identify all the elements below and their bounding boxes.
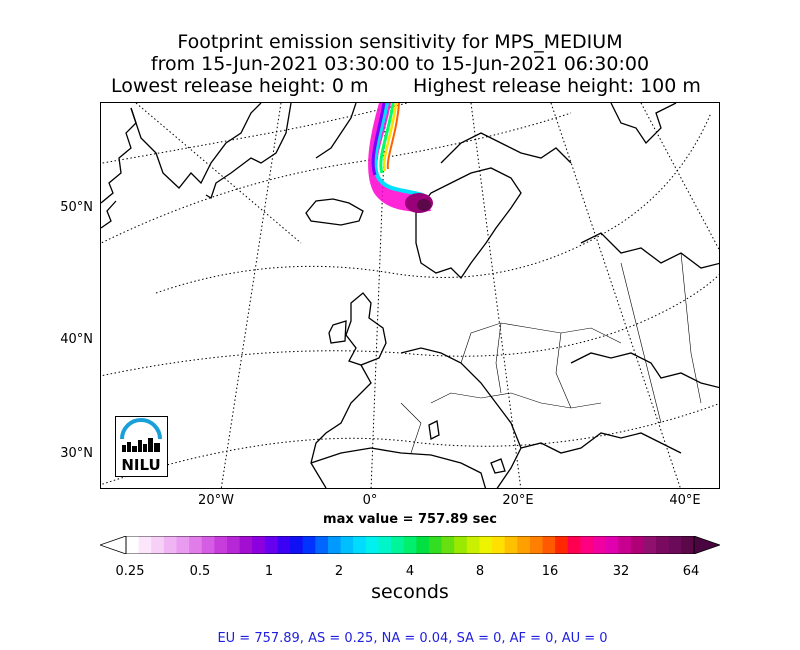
colorbar-min-arrow bbox=[100, 536, 127, 554]
colorbar-cell bbox=[226, 536, 241, 554]
nilu-logo: NILU bbox=[115, 416, 168, 477]
colorbar-tick-7: 32 bbox=[612, 564, 630, 579]
footprint-plume bbox=[368, 103, 433, 213]
colorbar-cell bbox=[618, 536, 632, 554]
lon-label-0: 0° bbox=[362, 493, 378, 508]
colorbar-cell bbox=[643, 536, 657, 554]
colorbar-cell bbox=[567, 536, 581, 554]
coastlines bbox=[101, 103, 719, 488]
footprint-map bbox=[100, 102, 720, 489]
colorbar-cell bbox=[353, 536, 367, 554]
colorbar-tick-1: 0.5 bbox=[189, 564, 211, 579]
lon-label-40e: 40°E bbox=[669, 493, 701, 508]
graticule bbox=[101, 103, 719, 488]
colorbar-cell bbox=[542, 536, 556, 554]
colorbar-cell bbox=[138, 536, 152, 554]
colorbar-cell bbox=[681, 536, 695, 554]
max-value-label: max value = 757.89 sec bbox=[323, 512, 497, 527]
colorbar-cell bbox=[454, 536, 468, 554]
logo-mark bbox=[120, 418, 162, 452]
colorbar-tick-4: 4 bbox=[405, 564, 415, 579]
colorbar-tick-0: 0.25 bbox=[115, 564, 145, 579]
title-line-1: Footprint emission sensitivity for MPS_M… bbox=[177, 31, 623, 53]
region-stats: EU = 757.89, AS = 0.25, NA = 0.04, SA = … bbox=[217, 631, 608, 646]
colorbar-cell bbox=[239, 536, 253, 554]
colorbar-cell bbox=[466, 536, 480, 554]
colorbar-cell bbox=[126, 536, 140, 554]
colorbar-cell bbox=[416, 536, 430, 554]
colorbar-cell bbox=[176, 536, 190, 554]
colorbar-cell bbox=[605, 536, 619, 554]
title-line-2: from 15-Jun-2021 03:30:00 to 15-Jun-2021… bbox=[150, 53, 650, 75]
lowest-release-height: Lowest release height: 0 m bbox=[111, 75, 369, 97]
colorbar-cell bbox=[580, 536, 594, 554]
colorbar-cell bbox=[656, 536, 670, 554]
colorbar-tick-8: 64 bbox=[682, 564, 700, 579]
colorbar-cell bbox=[378, 536, 392, 554]
colorbar-cell bbox=[504, 536, 518, 554]
colorbar-cell bbox=[201, 536, 215, 554]
colorbar-cell bbox=[163, 536, 177, 554]
colorbar-cell bbox=[214, 536, 228, 554]
logo-text: NILU bbox=[121, 456, 161, 474]
colorbar-cell bbox=[668, 536, 682, 554]
lat-label-30n: 30°N bbox=[60, 446, 93, 461]
colorbar-cell bbox=[479, 536, 493, 554]
colorbar-cell bbox=[391, 536, 405, 554]
lon-label-20w: 20°W bbox=[198, 493, 234, 508]
lat-label-50n: 50°N bbox=[60, 200, 93, 215]
colorbar-cell bbox=[529, 536, 544, 554]
colorbar-cell bbox=[517, 536, 531, 554]
colorbar-cell bbox=[492, 536, 506, 554]
colorbar-cell bbox=[593, 536, 607, 554]
colorbar-cell bbox=[302, 536, 316, 554]
colorbar-max-arrow bbox=[693, 536, 720, 554]
colorbar-cell bbox=[315, 536, 329, 554]
colorbar-cell bbox=[428, 536, 443, 554]
colorbar-cell bbox=[365, 536, 379, 554]
colorbar-cell bbox=[403, 536, 417, 554]
colorbar-frame bbox=[125, 536, 695, 554]
colorbar-cell bbox=[327, 536, 342, 554]
highest-release-height: Highest release height: 100 m bbox=[413, 75, 701, 97]
colorbar-cell bbox=[630, 536, 645, 554]
lon-label-20e: 20°E bbox=[502, 493, 534, 508]
colorbar-cells bbox=[126, 536, 695, 554]
colorbar-tick-3: 2 bbox=[334, 564, 344, 579]
country-borders bbox=[400, 252, 702, 454]
colorbar-cell bbox=[189, 536, 203, 554]
colorbar-tick-2: 1 bbox=[264, 564, 274, 579]
colorbar-tick-6: 16 bbox=[541, 564, 559, 579]
colorbar-cell bbox=[252, 536, 266, 554]
colorbar bbox=[100, 536, 720, 554]
colorbar-tick-5: 8 bbox=[475, 564, 485, 579]
colorbar-cell bbox=[340, 536, 354, 554]
colorbar-cell bbox=[555, 536, 569, 554]
colorbar-cell bbox=[264, 536, 278, 554]
colorbar-units: seconds bbox=[371, 581, 449, 603]
colorbar-cell bbox=[290, 536, 304, 554]
colorbar-cell bbox=[277, 536, 291, 554]
colorbar-cell bbox=[441, 536, 455, 554]
lat-label-40n: 40°N bbox=[60, 332, 93, 347]
colorbar-cell bbox=[151, 536, 165, 554]
